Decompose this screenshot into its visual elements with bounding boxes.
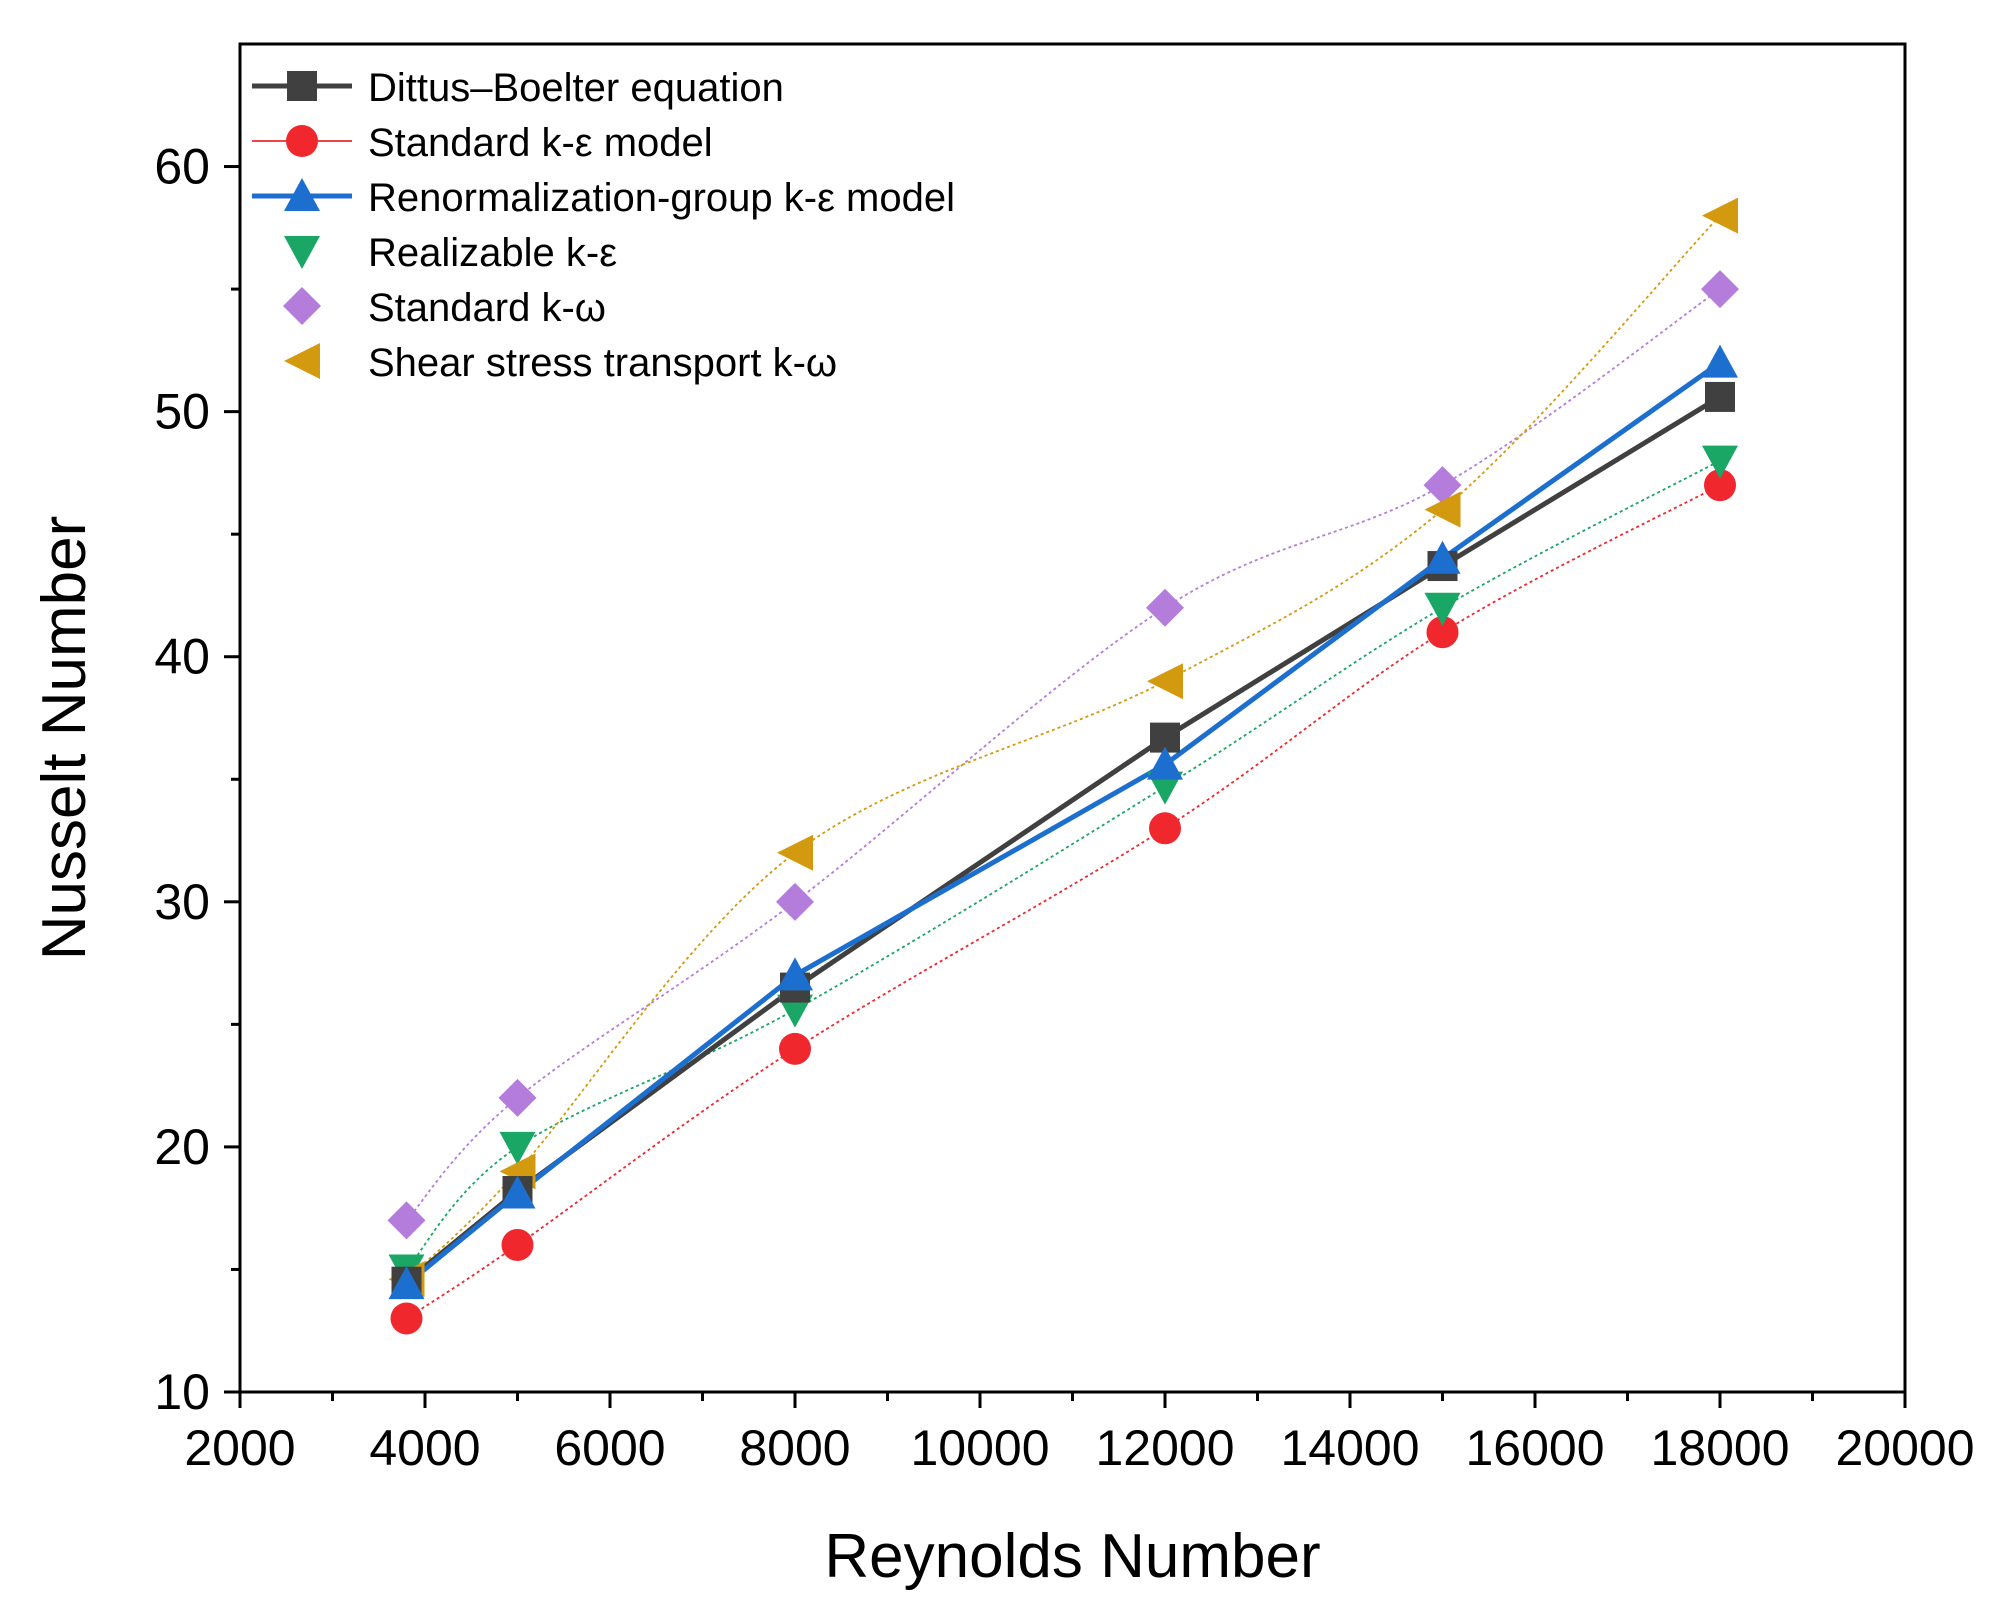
- data-point-series-1: [1704, 469, 1736, 502]
- data-point-series-3: [777, 994, 813, 1028]
- data-point-series-3: [1424, 592, 1461, 626]
- x-tick-label: 18000: [1650, 1420, 1789, 1476]
- x-tick-label: 12000: [1095, 1420, 1234, 1476]
- y-tick-label: 50: [154, 384, 210, 440]
- legend-label: Shear stress transport k-ω: [368, 341, 837, 385]
- x-tick-label: 20000: [1835, 1420, 1974, 1476]
- y-tick-label: 20: [154, 1119, 210, 1175]
- series-line-3: [405, 459, 1721, 1271]
- data-point-series-1: [501, 1228, 534, 1261]
- data-point-series-4: [498, 1078, 537, 1117]
- data-point-series-5: [1424, 491, 1461, 528]
- series-line-5: [405, 214, 1721, 1280]
- legend-marker: [287, 71, 317, 101]
- x-tick-label: 6000: [554, 1420, 665, 1476]
- y-tick-label: 60: [154, 139, 210, 195]
- legend-label: Dittus–Boelter equation: [368, 66, 784, 110]
- data-point-series-5: [777, 834, 813, 871]
- data-point-series-3: [1147, 771, 1183, 805]
- x-tick-label: 4000: [369, 1420, 480, 1476]
- data-point-series-4: [387, 1201, 426, 1240]
- data-point-series-3: [499, 1131, 536, 1165]
- legend-label: Realizable k-ε: [368, 231, 617, 275]
- legend-label: Standard k-ε model: [368, 121, 713, 165]
- y-tick-label: 30: [154, 874, 210, 930]
- data-point-series-2: [1702, 344, 1738, 378]
- data-point-series-5: [1147, 663, 1183, 700]
- data-point-series-3: [1702, 445, 1738, 479]
- series-line-1: [406, 484, 1721, 1320]
- legend-marker: [284, 343, 320, 379]
- data-point-series-2: [1424, 540, 1461, 574]
- data-point-series-4: [1701, 270, 1739, 309]
- legend-label: Standard k-ω: [368, 286, 606, 330]
- x-tick-label: 16000: [1465, 1420, 1604, 1476]
- legend-marker: [284, 178, 320, 211]
- axis-ticks: 2000 4000 6000 8000 10000 12000 14000 16000 1800…: [154, 139, 1974, 1476]
- data-point-series-2: [499, 1175, 536, 1209]
- series-line-4: [405, 288, 1721, 1222]
- legend-marker: [283, 287, 321, 325]
- series-line-2: [404, 360, 1722, 1287]
- series-line-0: [404, 394, 1722, 1284]
- data-point-series-2: [777, 957, 813, 991]
- legend-marker: [286, 125, 318, 157]
- x-tick-label: 14000: [1280, 1420, 1419, 1476]
- data-point-series-4: [776, 882, 814, 921]
- data-point-series-2: [1147, 746, 1183, 780]
- y-axis-label: Nusselt Number: [30, 516, 99, 960]
- data-point-series-1: [779, 1032, 811, 1065]
- x-tick-label: 10000: [910, 1420, 1049, 1476]
- data-point-series-2: [388, 1266, 425, 1300]
- x-axis-label: Reynolds Number: [824, 1522, 1320, 1591]
- y-tick-label: 40: [154, 629, 210, 685]
- data-point-series-1: [1426, 616, 1459, 649]
- legend: Dittus–Boelter equation Standard k-ε mode…: [252, 66, 955, 385]
- series-markers: [387, 197, 1739, 1335]
- data-point-series-1: [1149, 812, 1181, 845]
- y-tick-label: 10: [154, 1364, 210, 1420]
- data-point-series-4: [1146, 588, 1184, 627]
- series-lines: [404, 214, 1722, 1320]
- data-point-series-0: [1705, 381, 1735, 412]
- x-tick-label: 8000: [739, 1420, 850, 1476]
- data-point-series-4: [1423, 466, 1462, 505]
- legend-marker: [284, 236, 320, 269]
- x-tick-label: 2000: [184, 1420, 295, 1476]
- data-point-series-1: [390, 1302, 423, 1335]
- legend-label: Renormalization-group k-ε model: [368, 176, 955, 220]
- data-point-series-5: [1702, 197, 1738, 234]
